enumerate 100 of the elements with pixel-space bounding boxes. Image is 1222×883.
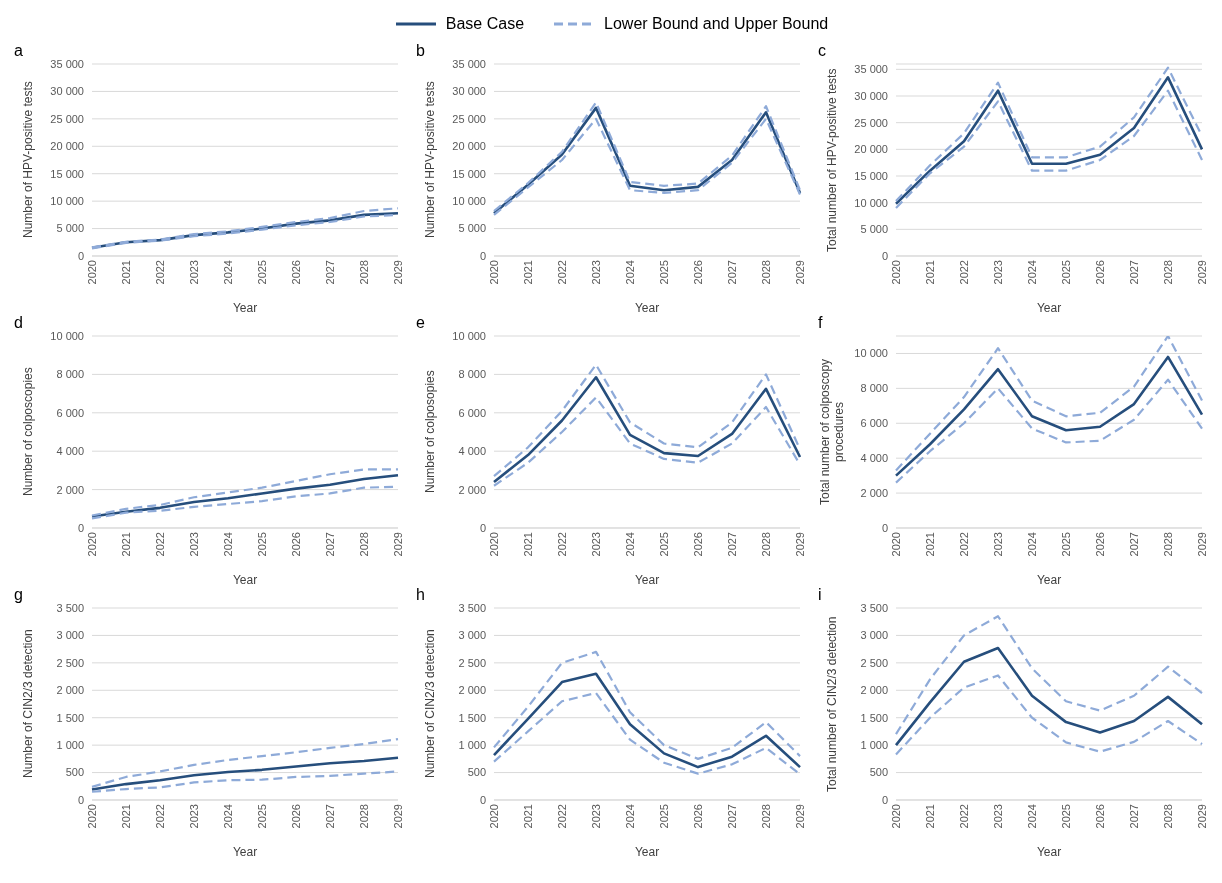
x-tick-label: 2020 (487, 532, 500, 557)
x-tick-label: 2027 (1127, 804, 1140, 829)
x-tick-label: 2022 (153, 532, 166, 557)
y-tick-label: 35 000 (452, 57, 486, 70)
x-tick-label: 2021 (521, 804, 534, 829)
x-tick-label: 2028 (357, 260, 370, 285)
y-tick-label: 0 (881, 793, 888, 806)
x-tick-label: 2022 (153, 260, 166, 285)
y-tick-label: 20 000 (854, 143, 888, 156)
x-tick-label: 2029 (1195, 804, 1208, 829)
x-tick-label: 2027 (725, 260, 738, 285)
x-tick-label: 2026 (1093, 532, 1106, 557)
x-tick-label: 2024 (221, 804, 234, 829)
x-tick-label: 2027 (323, 804, 336, 829)
x-tick-label: 2024 (221, 260, 234, 285)
y-axis-title: Number of HPV-positive tests (20, 80, 36, 241)
x-tick-label: 2022 (555, 532, 568, 557)
y-tick-label: 3 500 (56, 601, 84, 614)
chart-title: f (818, 314, 823, 332)
x-tick-label: 2029 (793, 260, 806, 285)
y-tick-label: 1 500 (860, 711, 888, 724)
y-tick-label: 0 (479, 521, 486, 534)
x-tick-label: 2024 (1025, 260, 1038, 285)
chart-title: i (818, 586, 822, 604)
x-tick-label: 2025 (1059, 532, 1072, 557)
x-tick-label: 2020 (487, 804, 500, 829)
x-tick-label: 2025 (657, 260, 670, 285)
x-tick-label: 2026 (1093, 804, 1106, 829)
y-tick-label: 0 (77, 793, 84, 806)
y-tick-label: 25 000 (452, 112, 486, 125)
chart-title: e (416, 314, 425, 332)
x-tick-label: 2029 (793, 532, 806, 557)
y-tick-label: 1 500 (458, 711, 486, 724)
x-tick-label: 2026 (691, 804, 704, 829)
y-tick-label: 20 000 (50, 140, 84, 153)
x-axis-title: Year (232, 845, 258, 859)
x-tick-label: 2028 (759, 804, 772, 829)
y-tick-label: 0 (77, 521, 84, 534)
x-tick-label: 2022 (153, 804, 166, 829)
x-tick-label: 2027 (725, 804, 738, 829)
x-tick-label: 2029 (1195, 260, 1208, 285)
x-tick-label: 2023 (589, 532, 602, 557)
y-tick-label: 4 000 (458, 445, 486, 458)
y-tick-label: 2 000 (458, 684, 486, 697)
y-axis-title: Number of colposcopies (20, 366, 36, 499)
y-tick-label: 2 000 (860, 487, 888, 499)
y-tick-label: 0 (479, 249, 486, 262)
x-tick-label: 2028 (759, 532, 772, 557)
x-tick-label: 2027 (323, 532, 336, 557)
x-tick-label: 2028 (357, 532, 370, 557)
x-tick-label: 2026 (289, 260, 302, 285)
y-tick-label: 0 (479, 793, 486, 806)
y-tick-label: 0 (77, 249, 84, 262)
y-tick-label: 500 (65, 766, 84, 779)
x-tick-label: 2025 (255, 804, 268, 829)
x-tick-label: 2029 (391, 260, 404, 285)
x-tick-label: 2029 (391, 804, 404, 829)
x-tick-label: 2022 (957, 260, 970, 285)
x-axis-title: Year (232, 301, 258, 315)
y-tick-label: 25 000 (50, 112, 84, 125)
x-tick-label: 2020 (85, 804, 98, 829)
x-tick-label: 2021 (923, 804, 936, 829)
y-tick-label: 10 000 (50, 195, 84, 208)
x-tick-label: 2027 (1127, 260, 1140, 285)
y-tick-label: 1 500 (56, 711, 84, 724)
x-tick-label: 2021 (119, 260, 132, 285)
x-tick-label: 2029 (1195, 532, 1208, 557)
y-tick-label: 6 000 (860, 417, 888, 430)
x-tick-label: 2020 (889, 260, 902, 285)
y-axis-title: Number of colposopies (422, 369, 438, 496)
y-tick-label: 15 000 (854, 169, 888, 182)
x-tick-label: 2020 (487, 260, 500, 285)
y-tick-label: 30 000 (854, 89, 888, 102)
x-tick-label: 2029 (793, 804, 806, 829)
y-tick-label: 2 000 (56, 684, 84, 697)
y-tick-label: 20 000 (452, 140, 486, 153)
y-tick-label: 8 000 (56, 368, 84, 381)
x-tick-label: 2024 (221, 532, 234, 557)
x-tick-label: 2020 (889, 532, 902, 557)
x-tick-label: 2024 (623, 804, 636, 829)
y-axis-title: Number of HPV-positive tests (422, 80, 438, 241)
chart-title: h (416, 586, 425, 604)
y-tick-label: 0 (881, 249, 888, 262)
y-axis-title: Number of CIN2/3 detection (422, 628, 438, 781)
x-tick-label: 2022 (957, 532, 970, 557)
x-tick-label: 2026 (1093, 260, 1106, 285)
y-tick-label: 1 000 (458, 739, 486, 752)
y-tick-label: 500 (467, 766, 486, 779)
x-tick-label: 2022 (555, 260, 568, 285)
y-tick-label: 4 000 (56, 445, 84, 458)
y-tick-label: 2 000 (860, 684, 888, 697)
y-axis-title: Total number of CIN2/3 detection (824, 615, 840, 794)
y-tick-label: 10 000 (854, 347, 888, 360)
y-tick-label: 3 000 (56, 629, 84, 642)
y-tick-label: 500 (869, 766, 888, 779)
x-tick-label: 2025 (255, 260, 268, 285)
x-axis-title: Year (634, 845, 660, 859)
x-axis-title: Year (1036, 573, 1062, 587)
x-axis-title: Year (634, 301, 660, 315)
x-tick-label: 2022 (957, 804, 970, 829)
